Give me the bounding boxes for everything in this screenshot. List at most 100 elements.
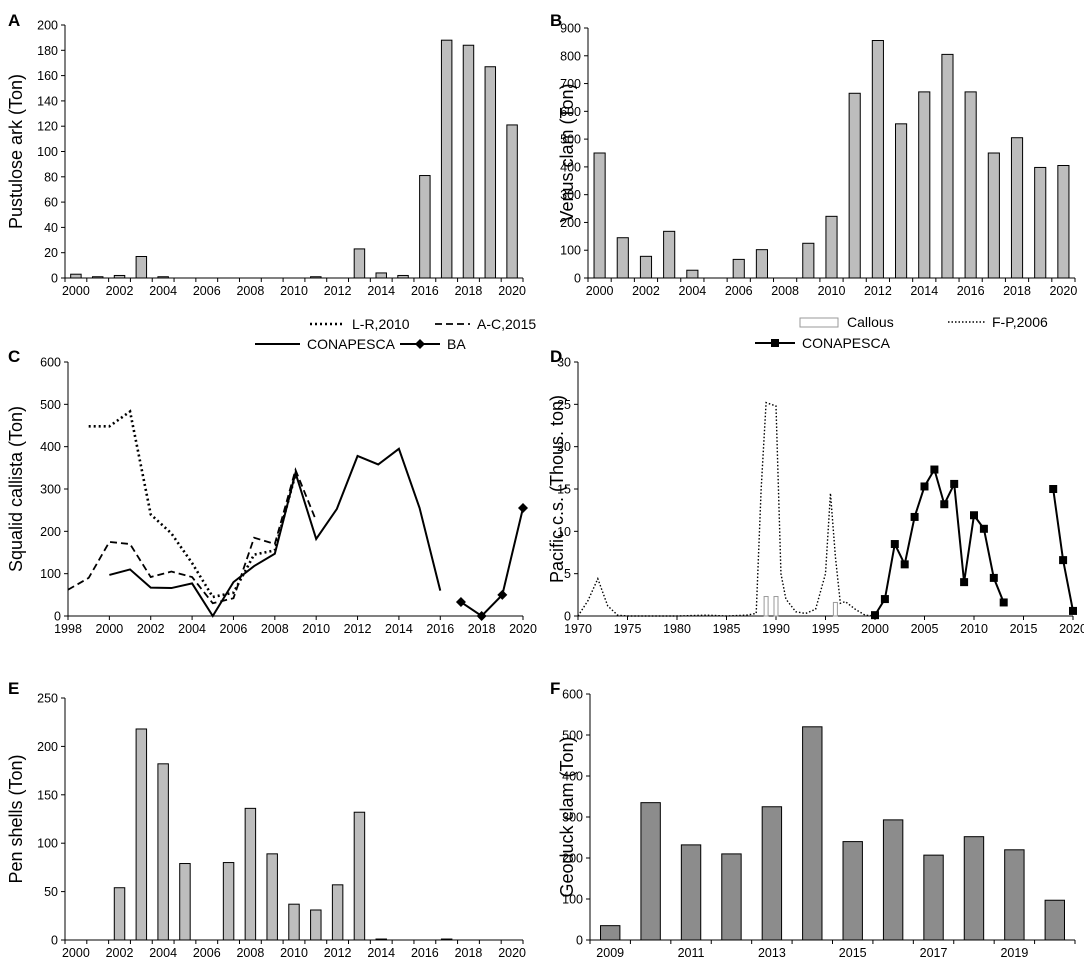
y-axis-title: Pustulose ark (Ton) (6, 74, 26, 229)
x-tick-label: 2008 (261, 622, 289, 636)
series-conapesca-marker (940, 500, 949, 509)
y-tick-label: 600 (560, 105, 581, 119)
x-tick-label: 2002 (106, 946, 134, 960)
y-tick-label: 400 (562, 770, 583, 784)
x-tick-label: 2018 (455, 284, 483, 298)
x-tick-label: 2012 (864, 284, 892, 298)
series-conapesca-marker (1069, 606, 1077, 615)
series-callous-bar (773, 596, 779, 617)
y-tick-label: 40 (44, 221, 58, 235)
bar (1034, 166, 1047, 279)
series-ba-line (460, 507, 524, 618)
x-tick-label: 2000 (586, 284, 614, 298)
y-tick-label: 180 (37, 44, 58, 58)
y-tick-label: 0 (51, 272, 58, 286)
bar (440, 39, 453, 279)
x-tick-label: 2006 (220, 622, 248, 636)
y-tick-label: 250 (37, 692, 58, 706)
panel-letter: F (550, 679, 560, 698)
x-tick-label: 2015 (839, 946, 867, 960)
x-tick-label: 2012 (324, 946, 352, 960)
legend-label-lr2010: L-R,2010 (352, 316, 410, 332)
y-tick-label: 500 (562, 729, 583, 743)
y-tick-label: 30 (557, 356, 571, 370)
series-conapesca-marker (1059, 556, 1068, 565)
bar (1044, 899, 1065, 941)
x-tick-label: 2016 (957, 284, 985, 298)
bar (266, 853, 278, 941)
bar (686, 269, 699, 279)
y-tick-label: 200 (40, 525, 61, 539)
legend-panel-d: Callous F-P,2006 CONAPESCA (755, 314, 1048, 351)
legend-swatch-callous (799, 317, 839, 328)
series-conapesca-marker (999, 598, 1008, 607)
bar (918, 91, 931, 279)
y-tick-label: 100 (562, 893, 583, 907)
y-tick-label: 200 (37, 19, 58, 33)
panel-d: 0 5 10 15 20 25 30 Pacific c.s. (Thous. ton) D 19… (547, 347, 1084, 636)
x-tick-label: 2006 (193, 284, 221, 298)
x-tick-label: 2014 (385, 622, 413, 636)
bar (593, 152, 606, 279)
y-tick-label: 10 (557, 525, 571, 539)
x-tick-label: 2008 (236, 946, 264, 960)
bar (964, 91, 977, 279)
series-conapesca-marker (979, 524, 988, 533)
bar (941, 53, 954, 279)
x-tick-label: 2004 (678, 284, 706, 298)
bar (732, 258, 745, 279)
y-tick-label: 500 (40, 398, 61, 412)
x-tick-label: 2014 (367, 284, 395, 298)
bar (222, 862, 235, 941)
y-tick-label: 160 (37, 69, 58, 83)
bar (440, 938, 453, 941)
bar (462, 44, 475, 279)
x-tick-label: 2015 (1010, 622, 1038, 636)
y-tick-label: 0 (576, 934, 583, 948)
y-tick-label: 0 (54, 610, 61, 624)
series-callous-bar (763, 596, 769, 617)
bar (871, 40, 884, 279)
panel-letter: A (8, 11, 20, 30)
y-tick-label: 80 (44, 170, 58, 184)
series-callous-bar (832, 601, 838, 617)
x-tick-label: 2016 (411, 946, 439, 960)
x-tick-label: 2002 (106, 284, 134, 298)
bar (842, 841, 863, 941)
series-conapesca-marker (930, 465, 939, 474)
series-conapesca-marker (960, 578, 969, 587)
bar (639, 255, 653, 279)
legend-label-conapesca: CONAPESCA (307, 336, 396, 352)
x-tick-label: 2006 (193, 946, 221, 960)
x-tick-label: 2014 (910, 284, 938, 298)
series-conapesca-marker (989, 573, 998, 582)
x-tick-label: 2012 (324, 284, 352, 298)
x-tick-label: 1985 (713, 622, 741, 636)
bar (419, 175, 431, 279)
bar (1010, 137, 1024, 279)
bar (310, 276, 322, 279)
series-ba-marker (518, 503, 528, 514)
y-tick-label: 60 (44, 196, 58, 210)
x-tick-label: 1995 (812, 622, 840, 636)
bar (135, 728, 148, 941)
x-tick-label: 2020 (509, 622, 537, 636)
bar (1057, 165, 1070, 279)
x-tick-label: 2016 (426, 622, 454, 636)
x-tick-label: 2019 (1000, 946, 1028, 960)
bar (825, 215, 838, 279)
y-tick-label: 200 (37, 740, 58, 754)
x-tick-label: 2010 (302, 622, 330, 636)
series-conapesca-marker (950, 479, 959, 488)
series-conapesca-line (1052, 488, 1074, 612)
y-tick-label: 800 (560, 49, 581, 63)
series-conapesca-marker (900, 560, 909, 569)
y-tick-label: 300 (40, 483, 61, 497)
bar (244, 807, 257, 941)
x-tick-label: 2010 (280, 946, 308, 960)
x-tick-label: 2000 (95, 622, 123, 636)
bar (987, 152, 1000, 279)
bar (70, 273, 82, 279)
x-tick-label: 2009 (596, 946, 624, 960)
